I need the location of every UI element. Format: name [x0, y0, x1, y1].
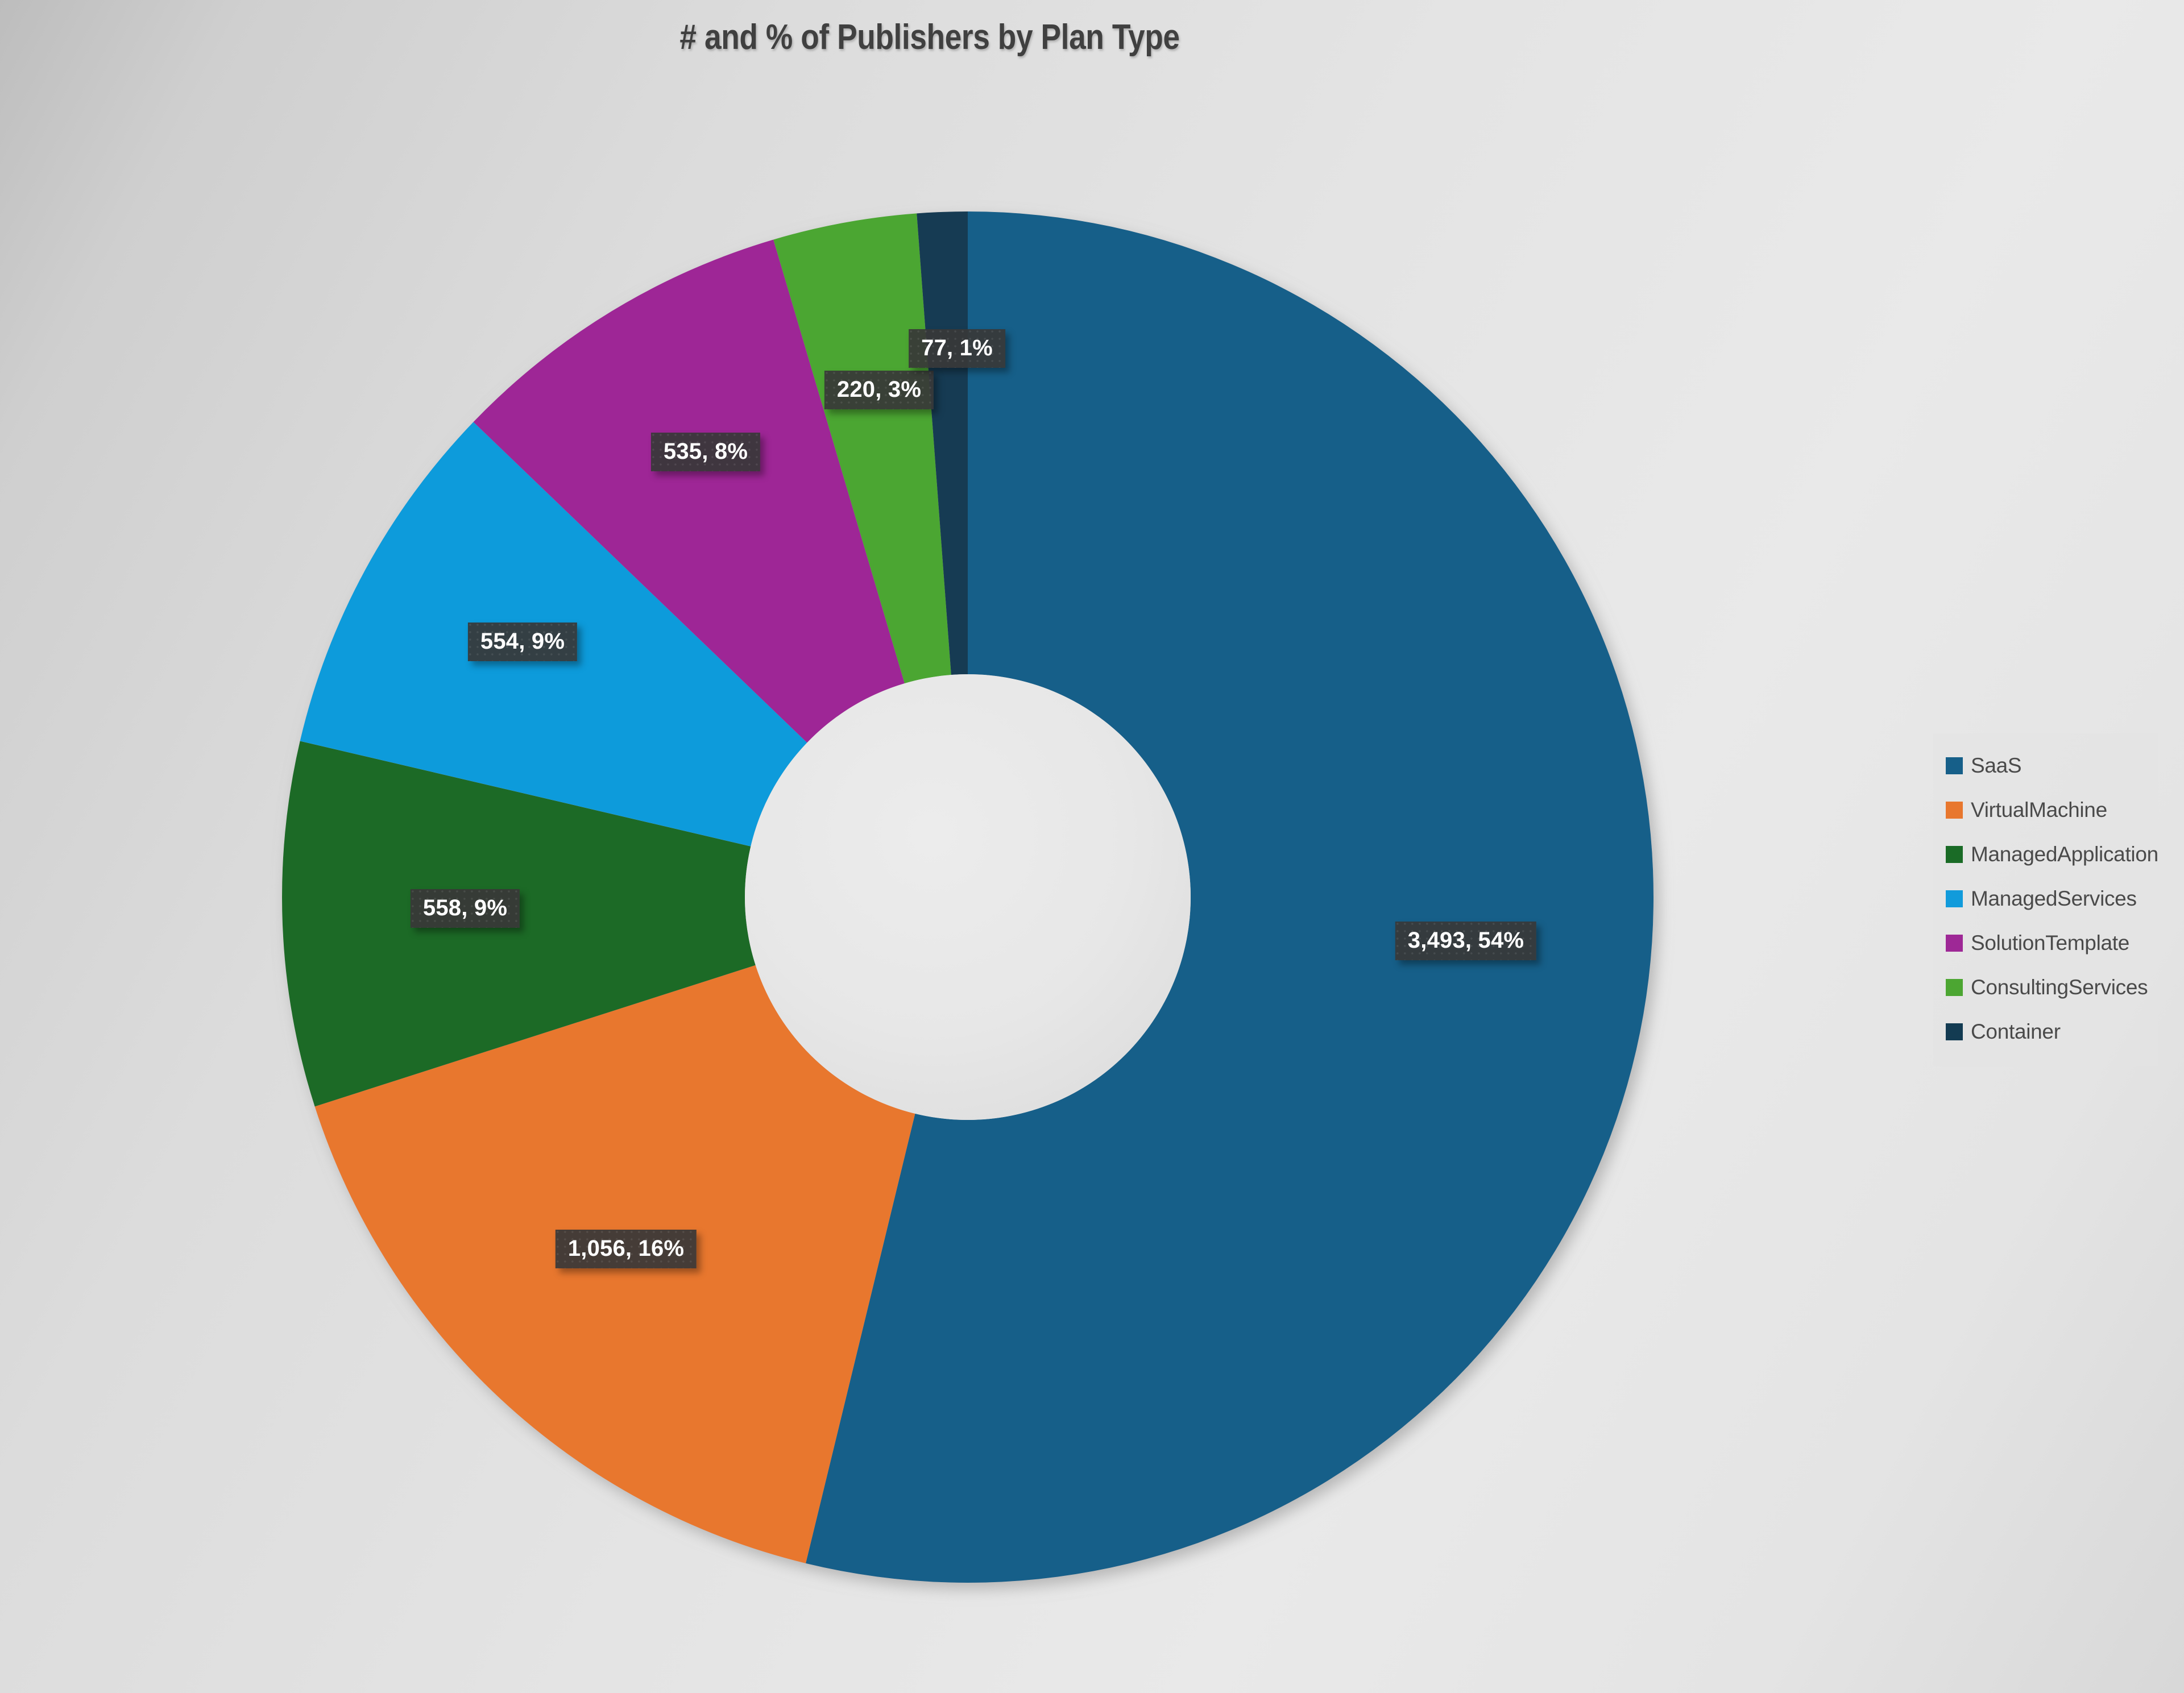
data-label-container: 77, 1%	[909, 329, 1005, 368]
data-label-saas: 3,493, 54%	[1395, 922, 1537, 960]
legend-item-label: ManagedApplication	[1971, 843, 2158, 866]
legend-item-label: SolutionTemplate	[1971, 931, 2130, 955]
legend-item-consultingservices[interactable]: ConsultingServices	[1946, 965, 2152, 1010]
legend-item-label: ManagedServices	[1971, 887, 2137, 910]
legend-swatch-icon	[1946, 1023, 1963, 1040]
legend-swatch-icon	[1946, 846, 1963, 863]
legend-swatch-icon	[1946, 979, 1963, 996]
pie-slice-saas[interactable]	[806, 211, 1654, 1583]
legend-item-label: ConsultingServices	[1971, 976, 2148, 999]
legend-swatch-icon	[1946, 802, 1963, 819]
legend-item-label: SaaS	[1971, 754, 2022, 777]
data-label-virtualmachine: 1,056, 16%	[555, 1230, 697, 1268]
legend-item-container[interactable]: Container	[1946, 1010, 2152, 1054]
legend-item-managedservices[interactable]: ManagedServices	[1946, 877, 2152, 921]
chart-legend: SaaS VirtualMachine ManagedApplication Mana…	[1933, 733, 2158, 1067]
legend-swatch-icon	[1946, 890, 1963, 907]
legend-item-label: Container	[1971, 1020, 2061, 1043]
legend-item-managedapplication[interactable]: ManagedApplication	[1946, 832, 2158, 877]
legend-item-label: VirtualMachine	[1971, 798, 2107, 821]
pie-slice-consultingservices[interactable]	[773, 213, 951, 684]
page-title: # and % of Publishers by Plan Type	[679, 18, 1180, 57]
donut-center-hole	[745, 674, 1191, 1120]
legend-swatch-icon	[1946, 757, 1963, 774]
data-label-managedapplication: 558, 9%	[410, 889, 520, 928]
data-label-managedservices: 554, 9%	[467, 623, 578, 661]
data-label-solutiontemplate: 535, 8%	[650, 433, 761, 471]
legend-swatch-icon	[1946, 935, 1963, 952]
pie-slice-solutiontemplate[interactable]	[473, 239, 905, 743]
donut-slices	[281, 211, 1654, 1583]
legend-item-virtualmachine[interactable]: VirtualMachine	[1946, 788, 2152, 832]
pie-slice-container[interactable]	[917, 211, 968, 675]
legend-item-saas[interactable]: SaaS	[1946, 744, 2152, 788]
legend-item-solutiontemplate[interactable]: SolutionTemplate	[1946, 921, 2152, 965]
data-label-consultingservices: 220, 3%	[824, 371, 934, 409]
